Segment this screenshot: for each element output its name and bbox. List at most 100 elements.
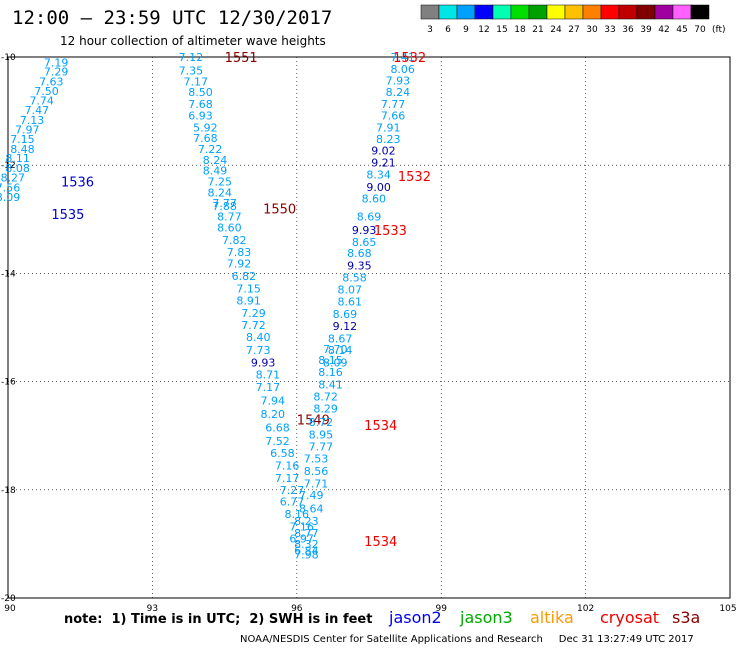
track-label: 1536 — [61, 175, 94, 190]
data-point-label: 8.77 — [294, 527, 319, 540]
x-tick-label: 93 — [147, 604, 158, 614]
plot-frame — [7, 56, 731, 599]
track-label: 1549 — [297, 413, 330, 428]
data-point-label: 7.94 — [260, 395, 285, 408]
data-point-label: 8.29 — [313, 403, 338, 416]
data-point-label: 7.56 — [0, 181, 20, 194]
data-point-label: 8.24 — [386, 86, 411, 99]
data-point-label: 6.82 — [232, 270, 257, 283]
scale-swatch — [456, 4, 476, 20]
scale-swatch — [438, 4, 458, 20]
data-point-label: 8.48 — [10, 143, 35, 156]
data-point-label: 8.58 — [342, 272, 367, 285]
scale-label: 39 — [640, 25, 652, 35]
scale-swatch — [528, 4, 548, 20]
data-point-label: 8.32 — [294, 538, 319, 551]
legend-altika: altika — [530, 608, 574, 627]
data-point-label: 8.34 — [366, 168, 391, 181]
data-point-label: 7.92 — [227, 258, 252, 271]
data-point-label: 7.15 — [10, 133, 35, 146]
scale-label: 36 — [622, 25, 634, 35]
data-point-label: 6.84 — [294, 544, 319, 557]
scale-swatch — [474, 4, 494, 20]
data-point-label: 6.77 — [280, 496, 305, 509]
data-point-label: 8.11 — [5, 152, 30, 165]
data-point-label: 8.27 — [1, 172, 26, 185]
legend-jason3: jason3 — [460, 608, 513, 627]
legend-cryosat: cryosat — [600, 608, 660, 627]
scale-label: 45 — [676, 25, 687, 35]
scale-swatch — [510, 4, 530, 20]
scale-unit: (ft) — [712, 25, 726, 35]
data-point-label: 8.91 — [236, 294, 261, 307]
data-point-label: 7.91 — [376, 121, 401, 134]
data-point-label: 7.53 — [304, 452, 329, 465]
data-point-label: 7.74 — [29, 94, 54, 107]
track-label: 1532 — [393, 51, 426, 66]
data-point-label: 7.16 — [289, 521, 314, 534]
data-point-label: 7.82 — [222, 234, 247, 247]
data-point-label: 7.63 — [39, 75, 64, 88]
chart-title: 12:00 – 23:59 UTC 12/30/2017 — [12, 7, 333, 29]
data-point-label: 7.29 — [44, 66, 69, 79]
data-point-label: 8.50 — [188, 86, 213, 99]
data-point-label: 8.24 — [208, 186, 233, 199]
scale-label: 42 — [658, 25, 669, 35]
data-point-label: 5.92 — [193, 121, 218, 134]
data-point-label: 7.19 — [44, 56, 69, 69]
data-point-label: 9.93 — [352, 224, 377, 237]
scale-label: 27 — [568, 25, 579, 35]
track-label: 1534 — [364, 535, 397, 550]
data-point-label: 7.93 — [386, 74, 411, 87]
data-point-label: 7.68 — [193, 132, 218, 145]
track-label: 1532 — [398, 170, 431, 185]
data-point-label: 7.50 — [34, 85, 59, 98]
scale-swatch — [672, 4, 692, 20]
data-point-label: 8.60 — [217, 221, 242, 234]
data-point-label: 8.09 — [323, 357, 348, 370]
data-point-label: 9.21 — [371, 156, 396, 169]
data-point-label: 9.00 — [366, 181, 391, 194]
scale-label: 21 — [532, 25, 543, 35]
scale-label: 18 — [514, 25, 526, 35]
data-point-label: 8.95 — [309, 429, 334, 442]
scale-swatch — [654, 4, 674, 20]
data-point-label: 7.17 — [275, 472, 300, 485]
data-point-label: 8.60 — [362, 193, 387, 206]
data-point-label: 7.77 — [309, 441, 334, 454]
data-point-label: 7.15 — [236, 283, 261, 296]
data-point-label: 7.17 — [183, 75, 208, 88]
track-label: 1550 — [263, 202, 296, 217]
scale-label: 9 — [463, 25, 469, 35]
scale-label: 12 — [478, 25, 489, 35]
data-point-label: 8.40 — [246, 331, 271, 344]
data-point-label: 7.77 — [212, 197, 237, 210]
scale-label: 3 — [427, 25, 433, 35]
data-point-label: 7.77 — [381, 98, 406, 111]
data-point-label: 9.02 — [371, 145, 396, 158]
data-point-label: 8.16 — [318, 366, 343, 379]
data-point-label: 9.35 — [347, 259, 372, 272]
y-tick-label: -16 — [1, 378, 16, 388]
data-point-label: 8.61 — [337, 296, 362, 309]
track-label: 1533 — [374, 224, 407, 239]
x-tick-label: 90 — [4, 604, 16, 614]
legend-s3a: s3a — [672, 608, 701, 627]
data-point-label: 8.07 — [337, 284, 362, 297]
data-point-label: 7.73 — [246, 344, 271, 357]
data-point-label: 7.25 — [208, 175, 233, 188]
data-point-label: 7.98 — [294, 549, 319, 562]
data-point-label: 7.13 — [20, 114, 45, 127]
track-label: 1535 — [51, 208, 84, 223]
data-point-label: 8.08 — [5, 162, 30, 175]
scale-swatch — [618, 4, 638, 20]
chart-subtitle: 12 hour collection of altimeter wave hei… — [60, 34, 326, 48]
scale-swatch — [600, 4, 620, 20]
data-point-label: 6.97 — [289, 532, 314, 545]
x-tick-label: 105 — [719, 604, 736, 614]
y-tick-label: -10 — [1, 53, 16, 63]
data-point-label: 7.97 — [15, 123, 40, 136]
data-point-label: 8.67 — [328, 332, 353, 345]
data-point-label: 8.15 — [318, 354, 343, 367]
data-point-label: 8.23 — [294, 515, 319, 528]
